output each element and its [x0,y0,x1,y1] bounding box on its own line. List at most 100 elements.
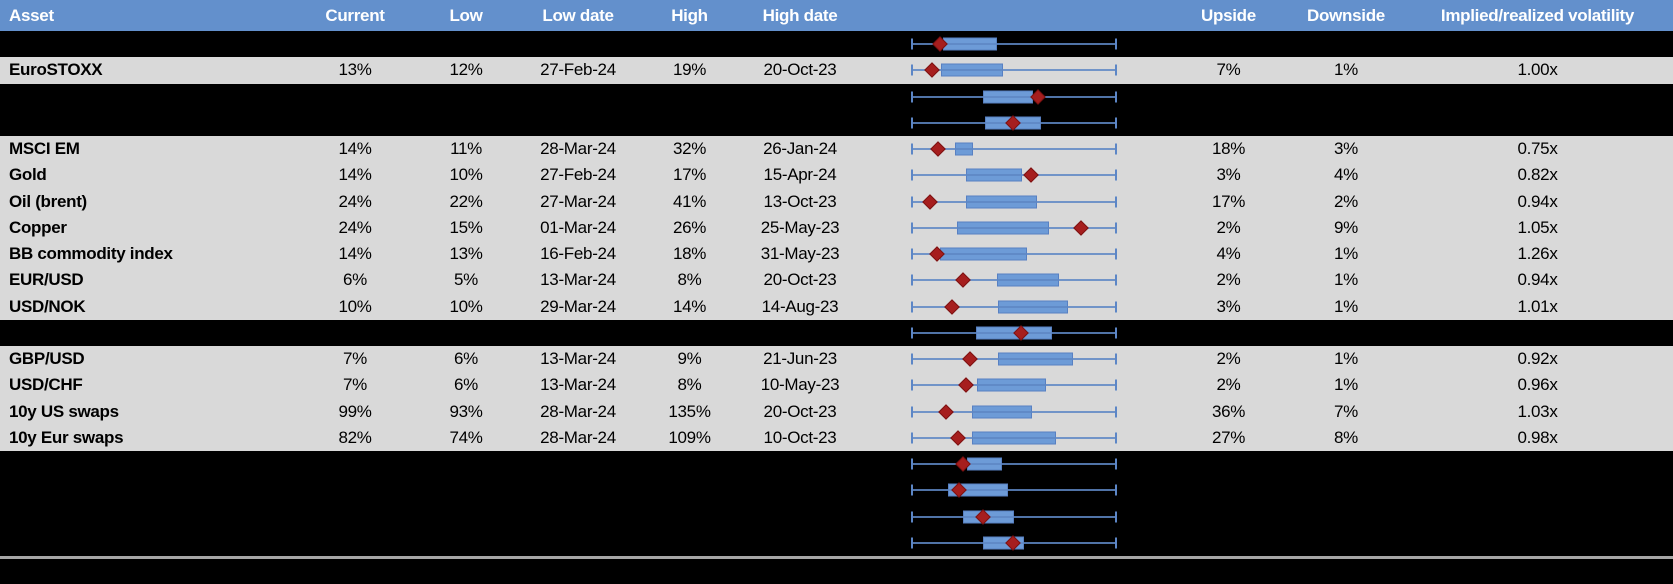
boxplot [911,267,1117,293]
cell-upside: 3% [1216,165,1241,185]
whisker-cap-high [1115,91,1117,103]
cell-high: 14% [672,296,707,316]
cell-high_date: 20-Oct-23 [763,401,837,421]
spacer-cell [1167,451,1290,477]
cell-upside: 27% [1211,427,1246,447]
spacer-cell [634,31,745,57]
whisker-cap-high [1115,169,1117,181]
spacer-cell [1290,31,1402,57]
boxplot-cell [855,530,1167,556]
whisker-cap-low [911,274,913,286]
cell-iv_rv: 1.26x [1517,244,1558,264]
spacer-cell [1290,530,1402,556]
cell-upside: 2% [1216,270,1241,290]
boxplot [911,320,1117,346]
column-header-current: Current [325,5,385,25]
cell-high: 32% [672,139,707,159]
table-row: Copper 24% 15% 01-Mar-24 26% 25-May-23 2% 9% 1.0… [0,214,1673,241]
cell-low_date: 27-Feb-24 [540,165,616,185]
cell-iv_rv: 1.00x [1517,60,1558,80]
cell-label: EuroSTOXX [9,60,103,80]
boxplot [911,162,1117,188]
spacer-cell [300,31,410,57]
cell-upside: 18% [1211,139,1246,159]
spacer-cell [410,451,522,477]
spacer-cell [1402,84,1673,110]
bottom-filler [0,559,1673,584]
table-row: Oil (brent) 24% 22% 27-Mar-24 41% 13-Oct-23 17… [0,188,1673,215]
cell-upside: 3% [1216,296,1241,316]
cell-low: 22% [449,191,483,211]
spacer-cell [1290,504,1402,530]
boxplot-cell [855,399,1167,425]
whisker-line [912,148,1116,151]
whisker-line [912,515,1116,518]
cell-low_date: 13-Mar-24 [540,375,616,395]
table-row: GBP/USD 7% 6% 13-Mar-24 9% 21-Jun-23 2% 1% 0.92x [0,346,1673,373]
cell-label: Copper [9,217,67,237]
cell-iv_rv: 0.96x [1517,375,1558,395]
cell-high: 109% [668,427,711,447]
spacer-cell [410,31,522,57]
cell-high_date: 31-May-23 [760,244,840,264]
cell-iv_rv: 0.98x [1517,427,1558,447]
cell-low: 13% [449,244,483,264]
whisker-cap-low [911,327,913,339]
spacer-cell [300,320,410,346]
spacer-cell [745,504,855,530]
whisker-cap-low [911,458,913,470]
cell-label: BB commodity index [9,244,173,264]
column-header-plot [855,0,1167,31]
spacer-cell [1402,31,1673,57]
spacer-cell [410,320,522,346]
spacer-cell [410,504,522,530]
spacer-cell [1290,110,1402,136]
separator-line [0,556,1673,559]
boxplot-cell [855,267,1167,293]
cell-high_date: 20-Oct-23 [763,60,837,80]
cell-low_date: 13-Mar-24 [540,349,616,369]
cell-high_date: 20-Oct-23 [763,270,837,290]
cell-iv_rv: 0.92x [1517,349,1558,369]
cell-high_date: 25-May-23 [760,217,840,237]
spacer-cell [634,504,745,530]
cell-upside: 2% [1216,375,1241,395]
cell-current: 7% [343,375,367,395]
cell-label: EUR/USD [9,270,84,290]
whisker-cap-high [1115,537,1117,549]
spacer-cell [634,530,745,556]
cell-low_date: 01-Mar-24 [540,217,616,237]
cell-upside: 4% [1216,244,1241,264]
spacer-row [0,529,1673,556]
spacer-cell [522,451,634,477]
current-marker-diamond-icon [955,272,971,289]
whisker-cap-high [1115,379,1117,391]
spacer-cell [1402,320,1673,346]
spacer-cell [745,31,855,57]
boxplot-cell [855,57,1167,83]
cell-low: 10% [449,296,483,316]
whisker-cap-high [1115,458,1117,470]
table-row: 10y US swaps 99% 93% 28-Mar-24 135% 20-Oct-23… [0,398,1673,425]
column-header-iv_rv: Implied/realized volatility [1440,5,1635,25]
boxplot-cell [855,425,1167,451]
spacer-row [0,83,1673,110]
spacer-cell [300,84,410,110]
spacer-cell [745,84,855,110]
spacer-cell [634,477,745,503]
cell-downside: 8% [1334,427,1358,447]
whisker-cap-high [1115,274,1117,286]
current-marker-diamond-icon [938,403,954,420]
cell-downside: 1% [1334,60,1358,80]
current-marker-diamond-icon [929,141,946,157]
spacer-row [0,451,1673,478]
whisker-cap-high [1115,301,1117,313]
cell-label: GBP/USD [9,349,85,369]
whisker-line [912,174,1116,177]
whisker-line [912,95,1116,98]
spacer-cell [300,504,410,530]
cell-high: 26% [672,217,707,237]
cell-current: 14% [338,139,372,159]
whisker-line [912,489,1116,492]
boxplot-cell [855,31,1167,57]
